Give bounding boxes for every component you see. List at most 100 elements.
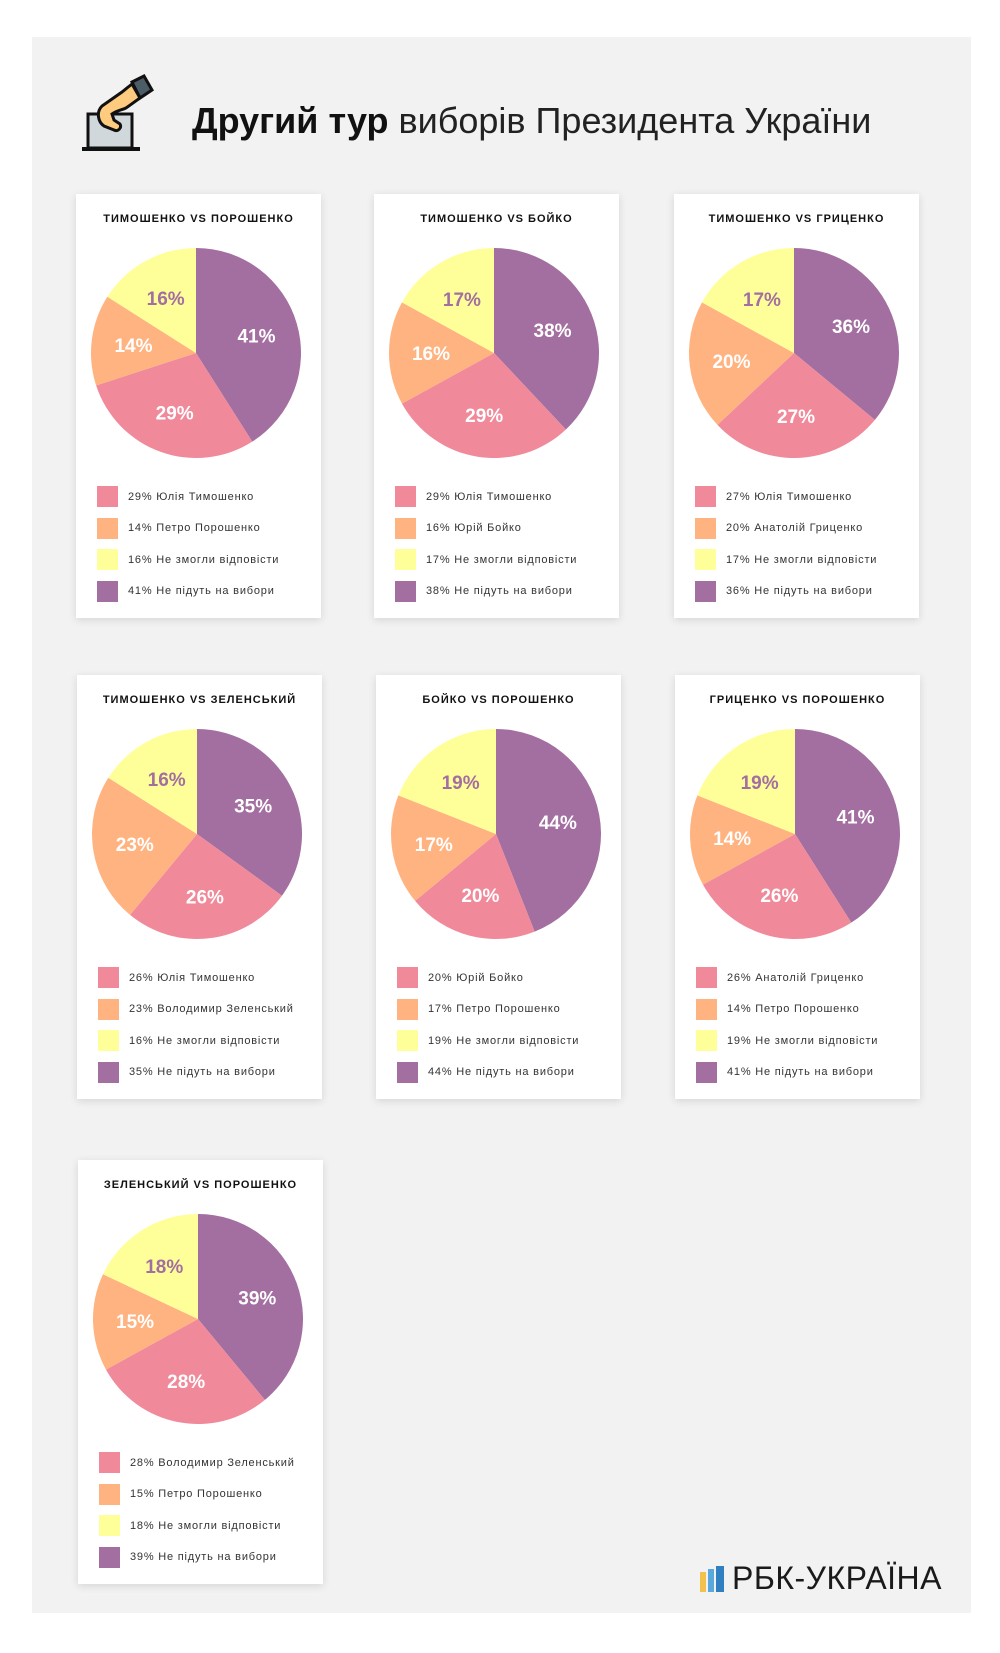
legend-label: 26% Юлія Тимошенко xyxy=(129,971,256,984)
chart-card: БОЙКО VS ПОРОШЕНКО 44% 20% 17% 19% 20% Юрій Б… xyxy=(376,675,621,1099)
chart-title: ЗЕЛЕНСЬКИЙ VS ПОРОШЕНКО xyxy=(103,1179,298,1191)
legend-item: 29% Юлія Тимошенко xyxy=(97,481,279,513)
legend-swatch xyxy=(397,998,418,1020)
legend-label: 44% Не підуть на вибори xyxy=(428,1066,575,1079)
legend-item: 26% Юлія Тимошенко xyxy=(98,962,294,994)
pie-slice xyxy=(415,834,535,939)
legend-swatch xyxy=(696,1061,717,1083)
legend-item: 26% Анатолій Гриценко xyxy=(696,962,878,994)
chart-title: ТИМОШЕНКО VS ГРИЦЕНКО xyxy=(708,213,885,225)
legend-swatch xyxy=(98,967,119,989)
pie-slice xyxy=(92,1274,198,1370)
legend-item: 41% Не підуть на вибори xyxy=(97,576,279,608)
slice-data-label: 14% xyxy=(713,829,751,850)
pie-slice xyxy=(196,248,302,442)
chart-legend: 26% Анатолій Гриценко 14% Петро Порошенко… xyxy=(696,962,878,1088)
pie-slice xyxy=(389,302,494,404)
pie-slice xyxy=(130,834,282,939)
slice-data-label: 23% xyxy=(116,835,154,856)
pie-slice xyxy=(197,729,302,896)
pie-slice xyxy=(391,795,496,901)
legend-label: 17% Не змогли відповісти xyxy=(726,553,878,566)
slice-data-label: 41% xyxy=(836,807,874,828)
slice-data-label: 27% xyxy=(777,407,815,428)
slice-data-label: 15% xyxy=(116,1312,154,1333)
legend-item: 18% Не змогли відповісти xyxy=(99,1510,295,1542)
legend-label: 14% Петро Порошенко xyxy=(727,1003,860,1016)
slice-data-label: 17% xyxy=(743,290,781,311)
chart-title: ГРИЦЕНКО VS ПОРОШЕНКО xyxy=(709,694,886,706)
slice-data-label: 44% xyxy=(539,813,577,834)
chart-title: ТИМОШЕНКО VS ПОРОШЕНКО xyxy=(103,213,294,225)
legend-swatch xyxy=(395,580,416,602)
slice-data-label: 41% xyxy=(237,326,275,347)
slice-data-label: 19% xyxy=(442,773,480,794)
legend-swatch xyxy=(98,998,119,1020)
title-bold: Другий тур xyxy=(192,100,389,141)
legend-label: 20% Анатолій Гриценко xyxy=(726,522,864,535)
legend-item: 35% Не підуть на вибори xyxy=(98,1057,294,1089)
pie-chart: 35% 26% 23% 16% xyxy=(92,729,302,939)
legend-item: 29% Юлія Тимошенко xyxy=(395,481,577,513)
legend-label: 20% Юрій Бойко xyxy=(428,971,524,984)
pie-slice xyxy=(690,795,795,885)
slice-data-label: 28% xyxy=(167,1372,205,1393)
pie-slice xyxy=(496,729,602,932)
title-rest: виборів Президента України xyxy=(398,100,872,141)
legend-label: 19% Не змогли відповісти xyxy=(428,1034,580,1047)
legend-swatch xyxy=(395,549,416,571)
legend-swatch xyxy=(696,967,717,989)
legend-item: 36% Не підуть на вибори xyxy=(695,576,877,608)
pie-chart: 38% 29% 16% 17% xyxy=(389,248,599,458)
pie-chart: 41% 29% 14% 16% xyxy=(90,248,302,458)
pie-slice xyxy=(398,729,496,834)
legend-label: 39% Не підуть на вибори xyxy=(130,1551,277,1564)
chart-legend: 26% Юлія Тимошенко 23% Володимир Зеленськ… xyxy=(98,962,294,1088)
legend-item: 16% Не змогли відповісти xyxy=(98,1025,294,1057)
pie-slice xyxy=(401,353,566,458)
legend-swatch xyxy=(397,1030,418,1052)
slice-data-label: 26% xyxy=(186,888,224,909)
pie-chart: 39% 28% 15% 18% xyxy=(92,1214,303,1424)
legend-label: 14% Петро Порошенко xyxy=(128,522,261,535)
legend-item: 17% Не змогли відповісти xyxy=(695,544,877,576)
slice-data-label: 16% xyxy=(147,289,185,310)
legend-swatch xyxy=(695,486,716,508)
legend-swatch xyxy=(397,1061,418,1083)
legend-swatch xyxy=(395,486,416,508)
legend-label: 17% Петро Порошенко xyxy=(428,1003,561,1016)
legend-item: 17% Не змогли відповісти xyxy=(395,544,577,576)
legend-item: 16% Не змогли відповісти xyxy=(97,544,279,576)
slice-data-label: 26% xyxy=(760,886,798,907)
slice-data-label: 20% xyxy=(461,886,499,907)
chart-card: ТИМОШЕНКО VS ГРИЦЕНКО 36% 27% 20% 17% 27% Юлі… xyxy=(674,194,919,618)
legend-label: 16% Не змогли відповісти xyxy=(129,1034,281,1047)
legend-label: 16% Юрій Бойко xyxy=(426,522,522,535)
chart-title: ТИМОШЕНКО VS ЗЕЛЕНСЬКИЙ xyxy=(102,694,297,706)
pie-slice xyxy=(105,1319,265,1424)
slice-data-label: 18% xyxy=(145,1257,183,1278)
legend-label: 27% Юлія Тимошенко xyxy=(726,490,853,503)
pie-slice xyxy=(717,353,875,458)
legend-item: 27% Юлія Тимошенко xyxy=(695,481,877,513)
legend-swatch xyxy=(97,580,118,602)
rbc-logo-mark-icon xyxy=(700,1565,724,1592)
chart-legend: 27% Юлія Тимошенко 20% Анатолій Гриценко 1… xyxy=(695,481,877,607)
pie-slice xyxy=(689,302,794,425)
chart-card: ТИМОШЕНКО VS БОЙКО 38% 29% 16% 17% 29% Юлія Т… xyxy=(374,194,619,618)
slice-data-label: 14% xyxy=(114,336,152,357)
chart-title: БОЙКО VS ПОРОШЕНКО xyxy=(422,694,575,706)
legend-swatch xyxy=(99,1546,120,1568)
legend-item: 38% Не підуть на вибори xyxy=(395,576,577,608)
legend-item: 23% Володимир Зеленський xyxy=(98,994,294,1026)
legend-label: 29% Юлія Тимошенко xyxy=(426,490,553,503)
pie-slice xyxy=(401,248,494,353)
legend-label: 36% Не підуть на вибори xyxy=(726,585,873,598)
legend-label: 41% Не підуть на вибори xyxy=(727,1066,874,1079)
chart-title: ТИМОШЕНКО VS БОЙКО xyxy=(420,213,573,225)
pie-slice xyxy=(702,834,852,939)
slice-data-label: 29% xyxy=(465,406,503,427)
slice-data-label: 29% xyxy=(156,403,194,424)
legend-swatch xyxy=(395,517,416,539)
legend-label: 17% Не змогли відповісти xyxy=(426,553,578,566)
